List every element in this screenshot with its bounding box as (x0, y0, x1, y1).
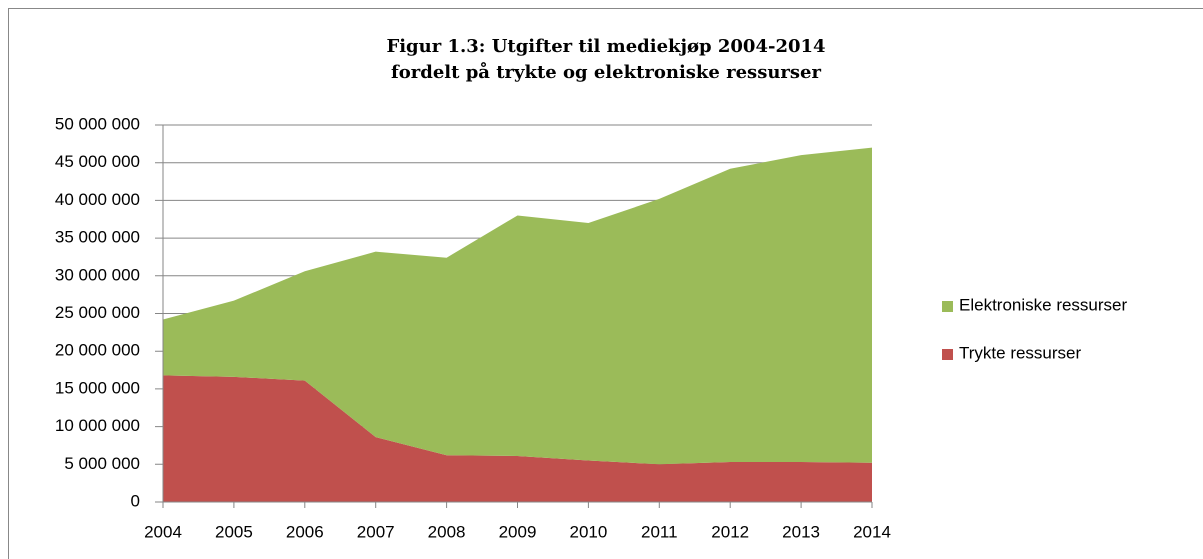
x-tick-label: 2013 (782, 522, 820, 541)
y-tick-label: 0 (131, 491, 140, 510)
x-tick-label: 2012 (711, 522, 749, 541)
legend-swatch (942, 349, 953, 360)
x-tick-label: 2014 (853, 522, 891, 541)
y-tick-label: 25 000 000 (55, 303, 140, 322)
area (163, 147, 872, 465)
y-tick-label: 40 000 000 (55, 190, 140, 209)
x-tick-label: 2011 (641, 522, 678, 541)
x-tick-label: 2006 (286, 522, 324, 541)
legend-swatch (942, 301, 953, 312)
legend-label: Elektroniske ressurser (959, 295, 1128, 314)
x-tick-label: 2004 (144, 522, 182, 541)
y-tick-label: 15 000 000 (55, 378, 140, 397)
x-tick-label: 2005 (215, 522, 253, 541)
x-tick-label: 2010 (569, 522, 607, 541)
x-tick-label: 2008 (428, 522, 466, 541)
area (163, 375, 872, 502)
legend-label: Trykte ressurser (959, 343, 1082, 362)
y-tick-label: 50 000 000 (55, 114, 140, 133)
x-tick-label: 2007 (357, 522, 395, 541)
chart-title: fordelt på trykte og elektroniske ressur… (391, 60, 821, 83)
y-tick-label: 30 000 000 (55, 265, 140, 284)
chart-title: Figur 1.3: Utgifter til mediekjøp 2004-2… (386, 36, 825, 57)
y-tick-label: 35 000 000 (55, 228, 140, 247)
x-tick-label: 2009 (499, 522, 537, 541)
y-tick-label: 45 000 000 (55, 152, 140, 171)
y-tick-label: 20 000 000 (55, 341, 140, 360)
y-tick-label: 5 000 000 (64, 454, 140, 473)
y-tick-label: 10 000 000 (55, 416, 140, 435)
